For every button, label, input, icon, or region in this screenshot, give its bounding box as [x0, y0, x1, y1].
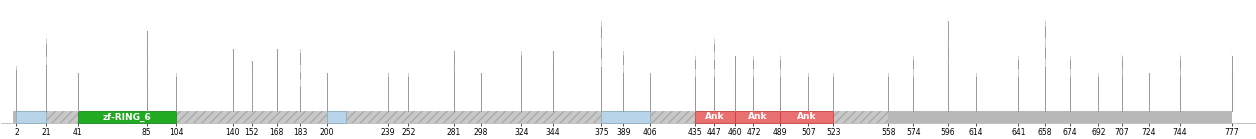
Bar [327, 111, 345, 123]
Bar [46, 111, 78, 123]
Bar [345, 111, 602, 123]
Bar [780, 111, 834, 123]
Bar [602, 111, 649, 123]
Bar [735, 111, 780, 123]
Bar [176, 111, 327, 123]
Text: Ank: Ank [747, 112, 767, 121]
Bar [696, 111, 735, 123]
Bar [78, 111, 176, 123]
Text: zf-RING_6: zf-RING_6 [103, 112, 151, 122]
Text: Ank: Ank [798, 112, 816, 121]
Bar [649, 111, 696, 123]
Bar [834, 111, 888, 123]
Text: Ank: Ank [706, 112, 725, 121]
Bar [14, 111, 1232, 123]
Bar [16, 111, 46, 123]
